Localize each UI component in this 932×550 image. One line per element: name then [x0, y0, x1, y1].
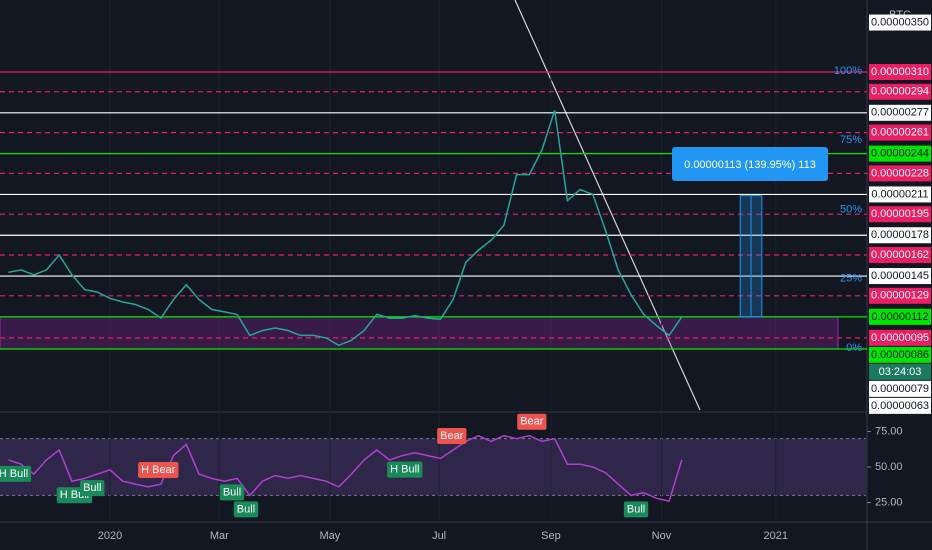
price-tag-label: 0.00000162 [871, 249, 929, 261]
price-tag-label: 0.00000129 [871, 290, 929, 302]
price-tag [869, 380, 931, 397]
signal-label: Bear [520, 416, 544, 428]
rsi-band [0, 438, 866, 496]
trend-line [514, 0, 701, 411]
price-tag-label: 0.00000261 [871, 127, 929, 139]
zone [0, 316, 839, 350]
price-tag-label: 0.00000112 [871, 311, 928, 323]
signal-tag [233, 501, 259, 518]
measure-label: 0.00000113 (139.95%) 113 [684, 159, 816, 171]
price-tag [869, 14, 931, 31]
price-tag-label: 0.00000310 [871, 66, 929, 78]
y2-tick-label: 75.00 [875, 425, 903, 437]
x-tick-label: 2021 [764, 530, 788, 542]
price-tag [869, 186, 931, 203]
x-tick-label: Jul [432, 530, 446, 542]
x-tick-label: Nov [652, 530, 672, 542]
price-tag [869, 329, 931, 346]
price-tag-label: 0.00000350 [871, 16, 929, 28]
price-line [8, 110, 683, 347]
signal-tag [623, 501, 649, 518]
price-tag [869, 165, 931, 182]
price-tag [869, 104, 931, 121]
price-tag [869, 268, 931, 285]
x-tick-label: 2020 [98, 530, 122, 542]
rsi-line [8, 434, 683, 502]
signal-tag [219, 484, 245, 501]
price-tag-label: 0.00000228 [871, 167, 929, 179]
signal-label: H Bull [390, 464, 419, 476]
price-tag-label: 0.00000277 [871, 107, 929, 119]
signal-tag [387, 461, 423, 478]
x-tick-label: Sep [541, 530, 561, 542]
y2-tick-label: 50.00 [875, 461, 903, 473]
signal-tag [0, 465, 32, 482]
price-tag-label: 0.00000079 [871, 383, 929, 395]
signal-tag [80, 480, 105, 497]
signal-tag [517, 413, 547, 430]
price-tag [869, 145, 931, 162]
price-tag [869, 346, 931, 363]
signal-label: Bull [83, 482, 101, 494]
signal-tag [437, 427, 467, 444]
fib-label: 50% [840, 203, 862, 215]
price-tag [869, 124, 931, 141]
price-tag-label: 0.00000244 [871, 148, 929, 160]
price-tag-label: 0.00000095 [871, 332, 929, 344]
fib-label: 100% [834, 65, 862, 77]
price-tag-label: 0.00000145 [871, 270, 929, 282]
price-tag-label: 0.00000211 [871, 188, 928, 200]
price-tag [869, 308, 931, 325]
price-tag-label: 0.00000178 [871, 229, 929, 241]
price-tag [869, 83, 931, 100]
signal-label: H Bear [141, 464, 176, 476]
price-tag-label: 0.00000294 [871, 86, 929, 98]
price-tag [869, 247, 931, 264]
price-tag [869, 64, 931, 80]
x-tick-label: Mar [210, 530, 229, 542]
fib-label: 0% [846, 342, 862, 354]
price-tag-label: 0.00000195 [871, 208, 929, 220]
price-tag [869, 227, 931, 244]
countdown-tag [869, 363, 931, 380]
countdown: 03:24:03 [879, 366, 922, 378]
signal-label: Bull [237, 503, 255, 515]
price-tag [869, 206, 931, 223]
signal-label: Bear [440, 430, 464, 442]
y2-tick-label: 25.00 [875, 496, 903, 508]
fib-label: 25% [840, 273, 862, 285]
signal-label: Bull [627, 503, 645, 515]
x-tick-label: May [319, 530, 340, 542]
price-tag-label: 0.00000063 [871, 400, 929, 412]
price-tag [869, 397, 931, 414]
fib-label: 75% [840, 134, 862, 146]
price-tag-label: 0.00000086 [871, 349, 929, 361]
signal-tag [138, 462, 179, 479]
price-tag [869, 287, 931, 304]
signal-label: Bull [223, 486, 241, 498]
measure-label-box [672, 147, 828, 181]
signal-label: H Bull [0, 468, 28, 480]
